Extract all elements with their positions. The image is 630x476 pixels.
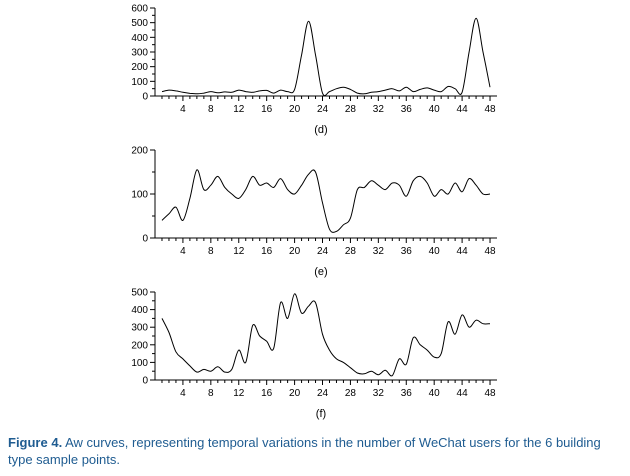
x-tick-label: 8: [208, 104, 214, 115]
x-tick-label: 32: [373, 104, 385, 115]
x-tick-label: 28: [345, 388, 357, 399]
figure-panels: 4 8 12 16 20 24 28 32 36 40 44 48010020030040050060…: [131, 4, 497, 420]
x-tick-label: 36: [401, 104, 413, 115]
chart-panel-f: 4 8 12 16 20 24 28 32 36 40 44 480100200300400500(f…: [131, 288, 497, 420]
y-tick-label: 200: [131, 146, 148, 157]
y-tick-label: 400: [131, 305, 148, 316]
x-tick-label: 32: [373, 246, 385, 257]
x-tick-label: 24: [317, 246, 329, 257]
panel-label-e: (e): [314, 266, 327, 278]
x-tick-label: 48: [484, 246, 496, 257]
x-tick-label: 12: [233, 104, 245, 115]
x-tick-label: 32: [373, 388, 385, 399]
y-tick-label: 0: [142, 92, 148, 103]
x-tick-label: 44: [457, 104, 469, 115]
chart-panel-d: 4 8 12 16 20 24 28 32 36 40 44 48010020030040050060…: [131, 4, 497, 136]
x-tick-label: 4: [180, 104, 186, 115]
x-tick-label: 20: [289, 104, 301, 115]
x-tick-label: 44: [457, 246, 469, 257]
series-line-d: [161, 17, 491, 97]
x-tick-label: 4: [180, 388, 186, 399]
x-tick-label: 12: [233, 246, 245, 257]
x-tick-label: 36: [401, 388, 413, 399]
x-tick-label: 24: [317, 104, 329, 115]
x-tick-label: 12: [233, 388, 245, 399]
y-tick-label: 400: [131, 33, 148, 44]
x-tick-label: 40: [429, 104, 441, 115]
x-tick-label: 40: [429, 246, 441, 257]
y-tick-label: 500: [131, 18, 148, 29]
series-line-e: [161, 169, 491, 233]
x-tick-label: 20: [289, 246, 301, 257]
y-tick-label: 0: [142, 376, 148, 387]
y-tick-label: 200: [131, 340, 148, 351]
x-tick-label: 24: [317, 388, 329, 399]
x-tick-label: 16: [261, 104, 273, 115]
x-tick-label: 28: [345, 104, 357, 115]
y-tick-label: 0: [142, 234, 148, 245]
x-tick-label: 28: [345, 246, 357, 257]
x-tick-label: 44: [457, 388, 469, 399]
series-line-f: [161, 293, 491, 377]
panel-label-f: (f): [316, 408, 326, 420]
x-tick-label: 4: [180, 246, 186, 257]
caption-label: Figure 4.: [8, 435, 63, 450]
x-tick-label: 16: [261, 246, 273, 257]
x-tick-label: 8: [208, 388, 214, 399]
figure-caption: Figure 4. Aw curves, representing tempor…: [8, 434, 624, 468]
y-tick-label: 100: [131, 77, 148, 88]
y-tick-label: 600: [131, 4, 148, 15]
x-tick-label: 16: [261, 388, 273, 399]
y-tick-label: 500: [131, 288, 148, 299]
x-tick-label: 48: [484, 388, 496, 399]
y-tick-label: 100: [131, 358, 148, 369]
y-tick-label: 100: [131, 190, 148, 201]
caption-text: Aw curves, representing temporal variati…: [8, 435, 601, 467]
panel-label-d: (d): [314, 124, 327, 136]
y-tick-label: 300: [131, 48, 148, 59]
y-tick-label: 300: [131, 323, 148, 334]
x-tick-label: 36: [401, 246, 413, 257]
x-tick-label: 48: [484, 104, 496, 115]
y-tick-label: 200: [131, 62, 148, 73]
x-tick-label: 40: [429, 388, 441, 399]
x-tick-label: 20: [289, 388, 301, 399]
x-tick-label: 8: [208, 246, 214, 257]
